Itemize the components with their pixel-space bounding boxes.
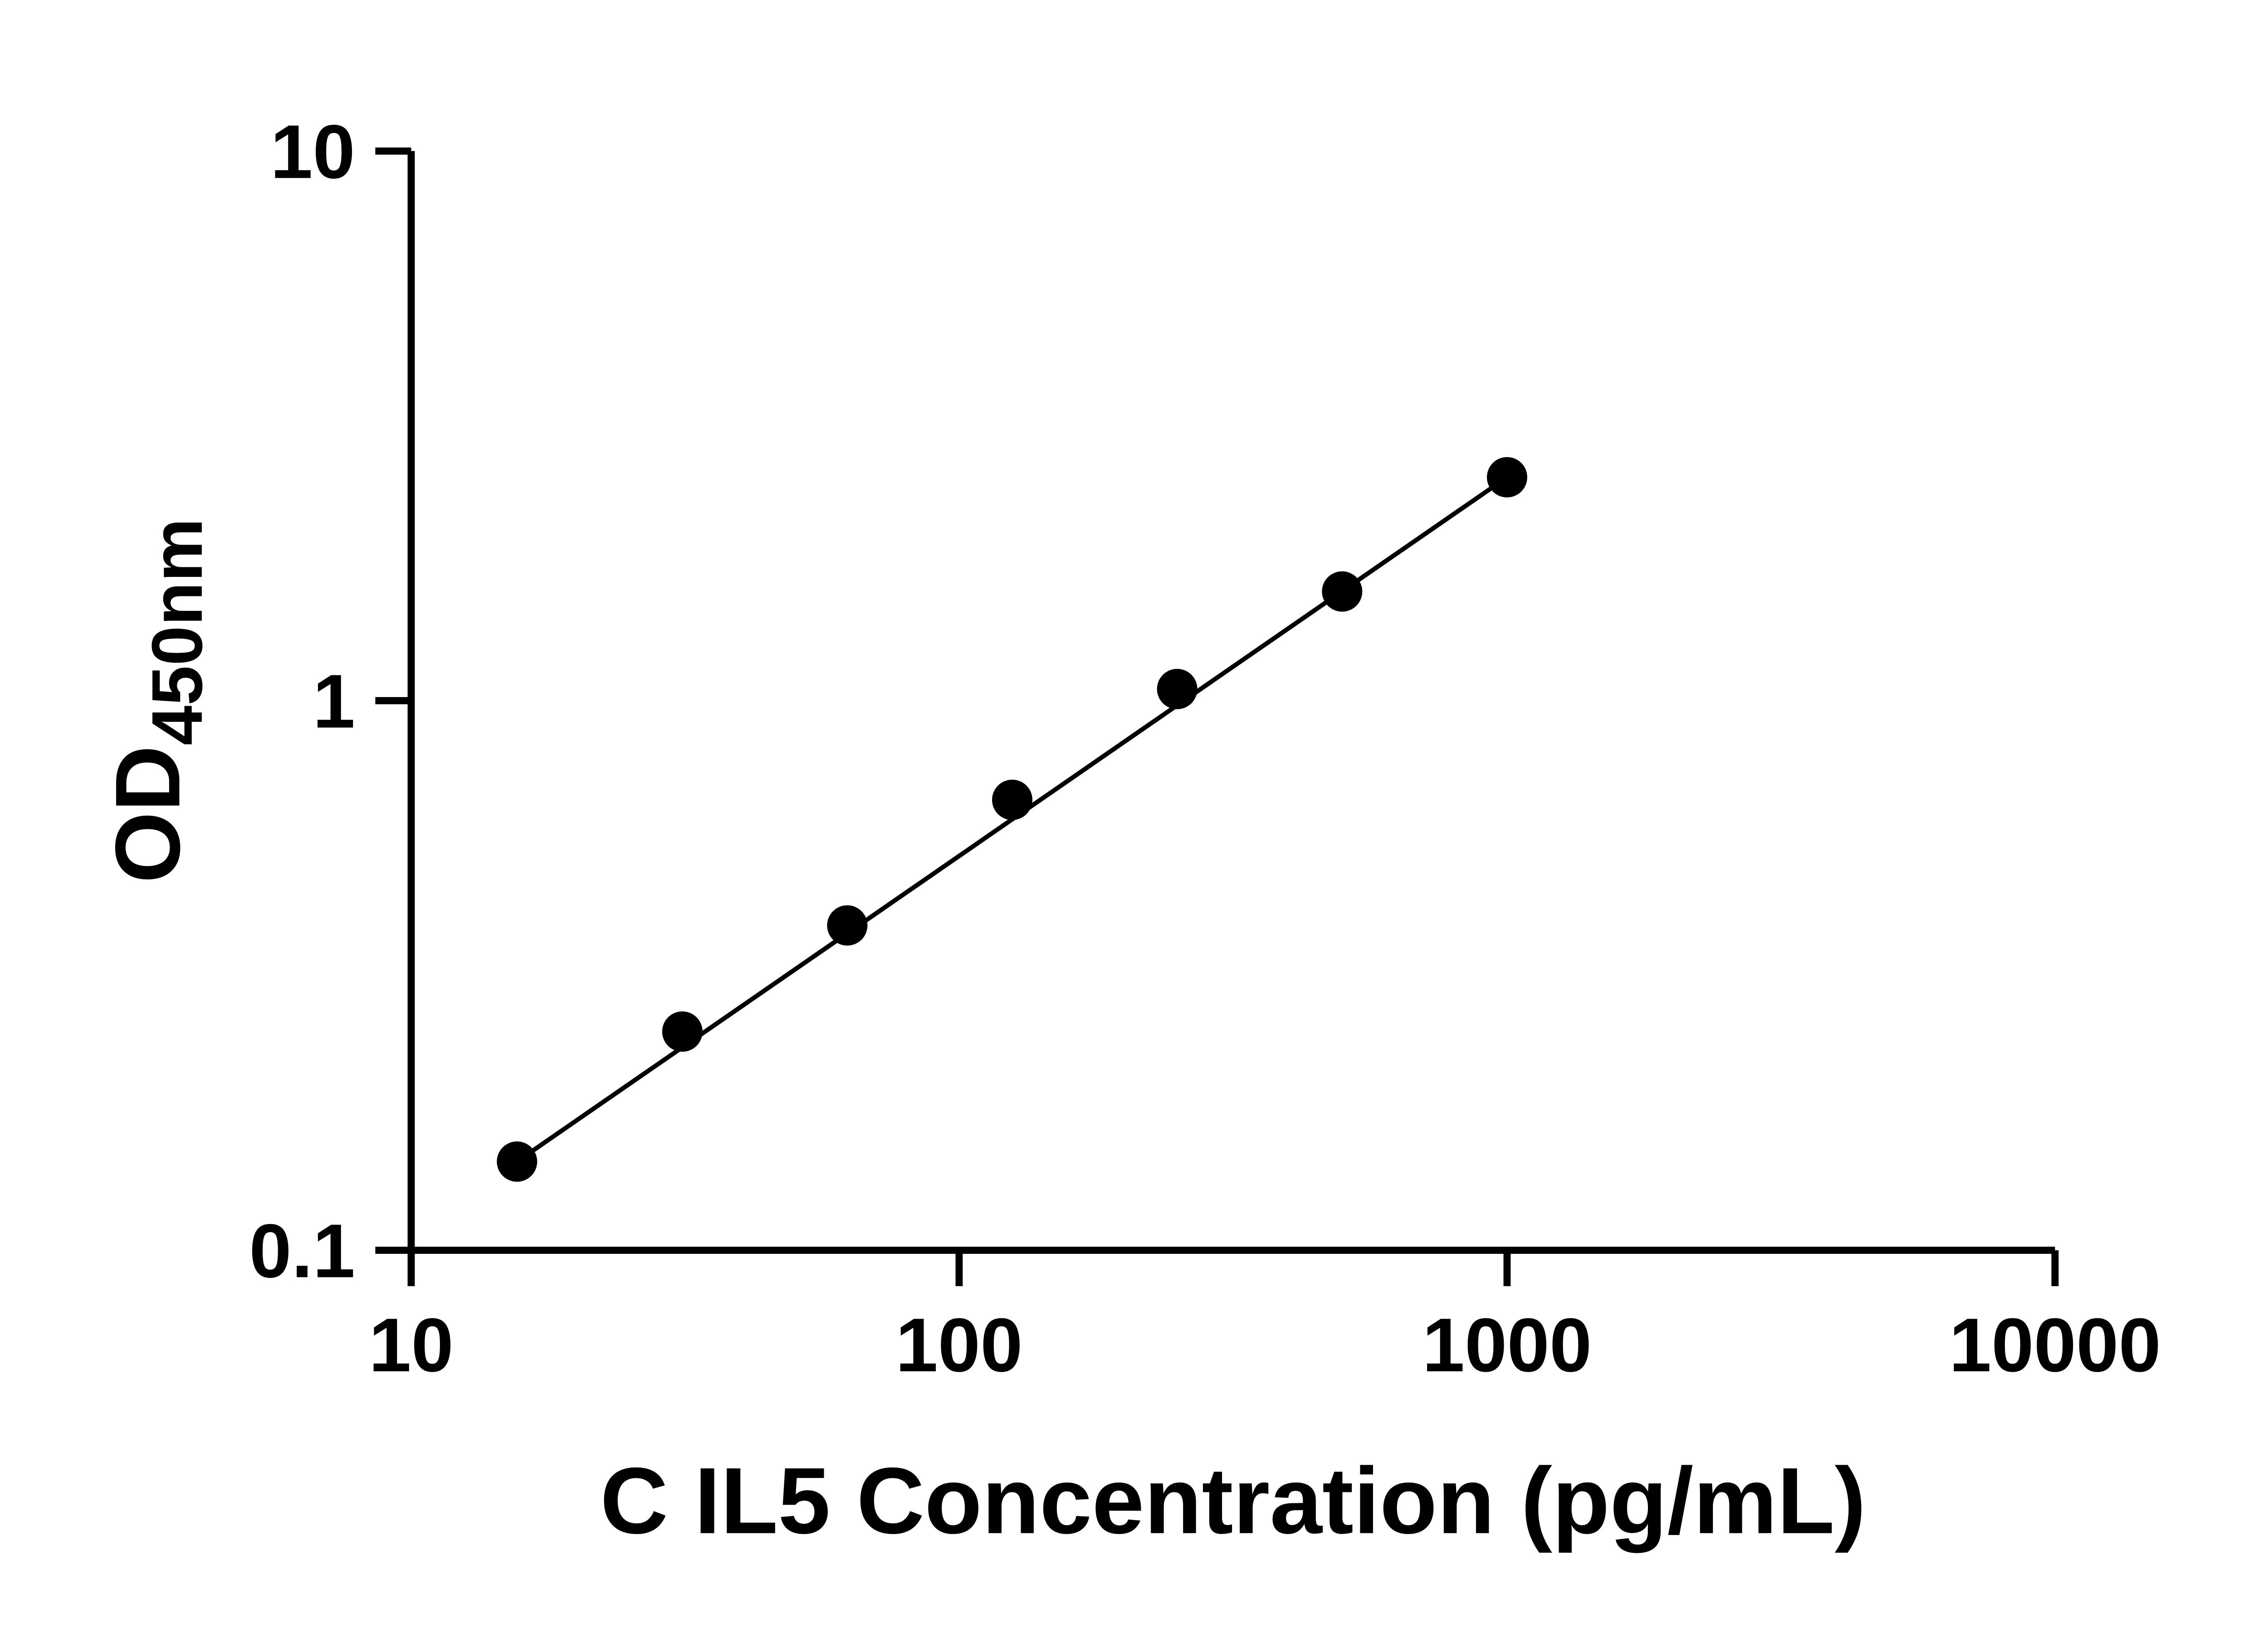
x-tick-label: 100 <box>895 1302 1022 1388</box>
x-tick-label: 10000 <box>1949 1302 2161 1388</box>
y-tick-label: 0.1 <box>249 1208 355 1293</box>
data-point <box>497 1141 538 1182</box>
axes <box>407 151 2055 1254</box>
data-point <box>662 1011 703 1052</box>
x-tick-label: 1000 <box>1422 1302 1592 1388</box>
data-point <box>1322 571 1363 612</box>
x-tick-label: 10 <box>369 1302 454 1388</box>
x-axis-title: C IL5 Concentration (pg/mL) <box>600 1448 1866 1553</box>
data-point <box>1486 457 1527 497</box>
data-point <box>1157 668 1198 709</box>
y-tick-label: 10 <box>270 109 355 194</box>
data-point <box>992 780 1033 820</box>
y-axis-title-subscript: 450nm <box>137 518 217 746</box>
data-point <box>827 905 868 946</box>
y-axis-title: OD450nm <box>96 518 217 883</box>
y-tick-label: 1 <box>313 658 355 744</box>
